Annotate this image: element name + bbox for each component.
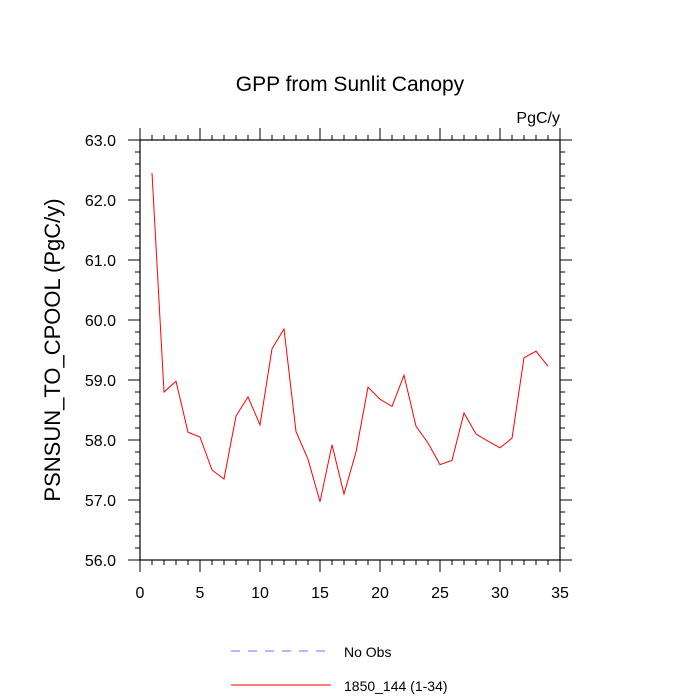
x-tick-label: 10 xyxy=(251,585,269,602)
legend-label-1850-144: 1850_144 (1-34) xyxy=(344,678,448,694)
y-tick-label: 62.0 xyxy=(85,193,116,210)
units-label: PgC/y xyxy=(516,110,560,127)
legend: No Obs 1850_144 (1-34) xyxy=(231,644,448,694)
y-tick-label: 61.0 xyxy=(85,253,116,270)
axis-ticks xyxy=(128,128,572,572)
x-tick-label: 0 xyxy=(136,585,145,602)
x-tick-label: 30 xyxy=(491,585,509,602)
y-tick-label: 60.0 xyxy=(85,313,116,330)
legend-label-no-obs: No Obs xyxy=(344,644,391,660)
y-tick-label: 58.0 xyxy=(85,433,116,450)
x-tick-label: 35 xyxy=(551,585,569,602)
y-tick-label: 57.0 xyxy=(85,493,116,510)
x-tick-label: 5 xyxy=(196,585,205,602)
chart-title: GPP from Sunlit Canopy xyxy=(236,73,465,96)
y-tick-label: 56.0 xyxy=(85,553,116,570)
x-tick-labels: 0 5 10 15 20 25 30 35 xyxy=(136,585,569,602)
series-line-1 xyxy=(151,172,549,502)
y-tick-label: 63.0 xyxy=(85,133,116,150)
x-tick-label: 15 xyxy=(311,585,329,602)
x-tick-label: 25 xyxy=(431,585,449,602)
y-axis-label: PSNSUN_TO_CPOOL (PgC/y) xyxy=(40,198,65,501)
plot-frame xyxy=(139,139,561,561)
series-layer xyxy=(151,172,549,502)
y-tick-labels: 56.0 57.0 58.0 59.0 60.0 61.0 62.0 63.0 xyxy=(85,133,116,570)
x-tick-label: 20 xyxy=(371,585,389,602)
y-tick-label: 59.0 xyxy=(85,373,116,390)
